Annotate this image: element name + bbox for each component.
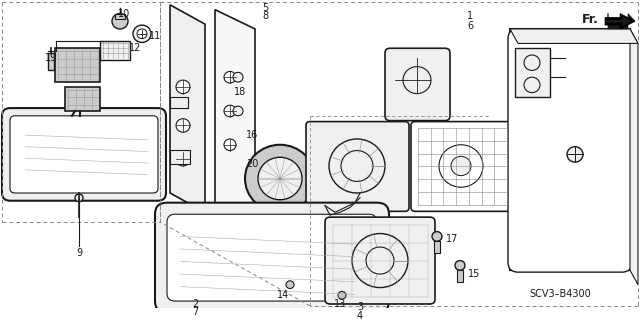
Text: Fr.: Fr.	[582, 13, 598, 26]
Circle shape	[224, 71, 236, 83]
Text: 16: 16	[246, 130, 258, 140]
Text: 2: 2	[192, 299, 198, 309]
Circle shape	[233, 72, 243, 82]
Bar	[115, 13, 125, 19]
Circle shape	[75, 194, 83, 202]
Circle shape	[112, 13, 128, 29]
Circle shape	[439, 145, 483, 187]
Circle shape	[329, 139, 385, 193]
FancyBboxPatch shape	[508, 29, 632, 272]
Polygon shape	[215, 10, 255, 207]
Bar	[48, 53, 54, 70]
FancyBboxPatch shape	[411, 122, 514, 211]
Text: 8: 8	[262, 11, 268, 21]
Text: 3: 3	[357, 302, 363, 312]
FancyBboxPatch shape	[325, 217, 435, 304]
Circle shape	[176, 119, 190, 132]
Bar	[515, 48, 550, 97]
Polygon shape	[165, 212, 380, 304]
Text: 10: 10	[118, 9, 130, 19]
Circle shape	[366, 247, 394, 274]
FancyBboxPatch shape	[10, 116, 158, 193]
FancyBboxPatch shape	[2, 108, 166, 201]
Polygon shape	[608, 13, 635, 29]
Polygon shape	[630, 29, 638, 285]
Polygon shape	[605, 13, 635, 29]
Text: 1: 1	[467, 11, 473, 21]
FancyBboxPatch shape	[306, 122, 409, 211]
Text: 7: 7	[192, 307, 198, 317]
Polygon shape	[510, 29, 630, 270]
FancyBboxPatch shape	[385, 48, 450, 121]
FancyBboxPatch shape	[167, 214, 377, 301]
Text: 13: 13	[334, 299, 346, 309]
Text: 20: 20	[246, 159, 258, 169]
Circle shape	[233, 106, 243, 116]
Text: 6: 6	[467, 21, 473, 31]
Circle shape	[455, 261, 465, 270]
Text: 5: 5	[262, 3, 268, 13]
Circle shape	[352, 234, 408, 287]
Text: 17: 17	[446, 234, 458, 244]
Polygon shape	[100, 41, 130, 60]
Text: 4: 4	[357, 311, 363, 319]
Polygon shape	[510, 29, 638, 43]
Circle shape	[258, 157, 302, 200]
FancyBboxPatch shape	[155, 203, 389, 313]
Text: 19: 19	[45, 53, 57, 63]
Circle shape	[432, 232, 442, 241]
Circle shape	[176, 80, 190, 93]
Text: 9: 9	[76, 248, 82, 258]
Bar	[170, 150, 190, 164]
Text: 15: 15	[468, 269, 480, 279]
Circle shape	[524, 77, 540, 93]
Polygon shape	[55, 48, 100, 82]
Circle shape	[245, 145, 315, 212]
Bar	[170, 97, 188, 108]
Circle shape	[403, 67, 431, 93]
Circle shape	[286, 281, 294, 289]
Circle shape	[224, 139, 236, 151]
Circle shape	[338, 292, 346, 299]
Text: 12: 12	[129, 43, 141, 53]
Circle shape	[524, 55, 540, 70]
Bar	[457, 270, 463, 282]
Text: SCV3–B4300: SCV3–B4300	[529, 289, 591, 299]
Text: 11: 11	[149, 31, 161, 41]
Circle shape	[137, 29, 147, 39]
Polygon shape	[65, 87, 100, 111]
Circle shape	[341, 151, 373, 182]
Bar	[313, 182, 325, 191]
Circle shape	[176, 152, 190, 166]
Bar	[434, 241, 440, 253]
Polygon shape	[170, 5, 205, 212]
Circle shape	[133, 25, 151, 42]
Bar	[310, 179, 340, 205]
Text: 18: 18	[234, 87, 246, 97]
Circle shape	[224, 105, 236, 117]
Circle shape	[567, 147, 583, 162]
Text: 14: 14	[277, 290, 289, 300]
Circle shape	[451, 156, 471, 176]
